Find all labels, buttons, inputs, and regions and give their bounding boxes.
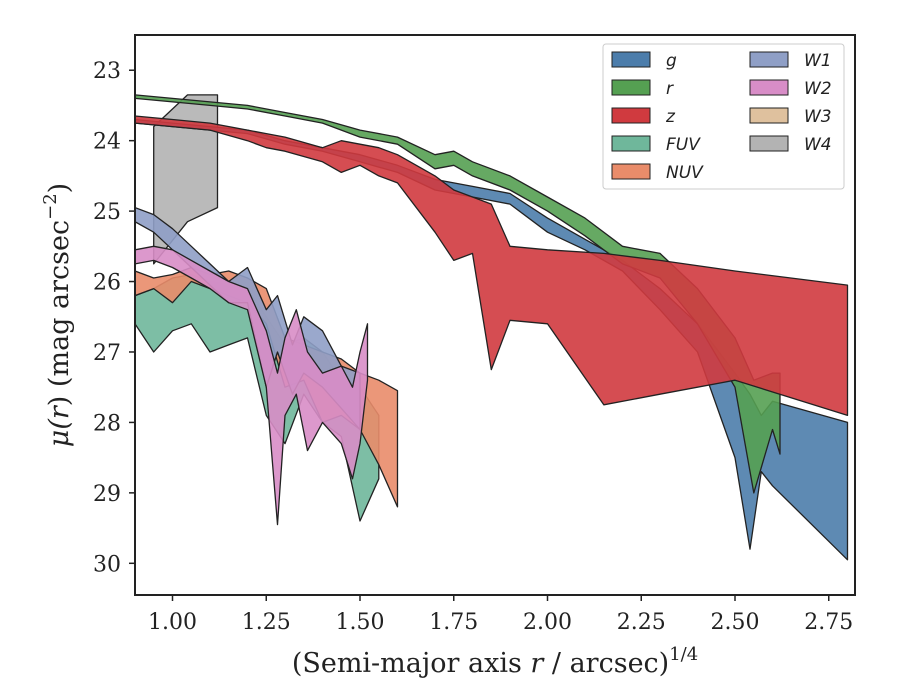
x-axis-title: (Semi-major axis r / arcsec)1/4 [292, 644, 698, 679]
legend-label-z: z [665, 107, 676, 127]
legend-swatch-z [611, 107, 651, 124]
y-tick-label: 28 [93, 411, 121, 436]
y-tick-label: 30 [93, 552, 121, 577]
legend-label-fuv: FUV [666, 135, 701, 155]
legend-swatch-nuv [611, 163, 651, 180]
legend-label-w2: W2 [804, 79, 832, 99]
y-tick-label: 25 [93, 200, 121, 225]
y-axis-title-exp: −2 [40, 193, 61, 220]
y-tick-label: 27 [93, 341, 121, 366]
legend-swatch-w2 [749, 79, 789, 96]
y-axis-title-var: r [44, 404, 75, 419]
legend-swatch-w1 [749, 51, 789, 68]
x-axis-title-mid: / arcsec) [543, 648, 669, 679]
y-tick-label: 24 [93, 130, 121, 155]
legend-label-r: r [666, 79, 674, 99]
y-axis-title-main: μ( [44, 418, 75, 448]
y-axis-title-end: ) [44, 183, 75, 194]
x-axis-title-var: r [530, 648, 545, 679]
axis-ticks: 1.00 1.25 1.50 1.75 2.00 2.25 2.50 2.75 23 24 25 26… [93, 59, 853, 635]
legend-label-w1: W1 [804, 51, 832, 71]
x-axis-title-exp: 1/4 [669, 644, 698, 665]
x-tick-label: 1.75 [429, 610, 478, 635]
x-tick-label: 2.75 [804, 610, 853, 635]
legend-label-w4: W4 [804, 135, 832, 155]
band-w2 [135, 245, 369, 526]
x-axis-title-main: (Semi-major axis [292, 648, 531, 679]
y-axis-title: μ(r) (mag arcsec−2) [40, 183, 75, 447]
x-tick-label: 1.25 [242, 610, 291, 635]
y-tick-label: 26 [93, 271, 121, 296]
legend: grz FUV NUV W1 W2 W3 W4 [602, 43, 845, 190]
legend-swatch-g [611, 51, 651, 68]
x-tick-label: 2.00 [523, 610, 572, 635]
legend-swatch-r [611, 79, 651, 96]
x-tick-label: 1.00 [148, 610, 197, 635]
x-tick-label: 2.50 [711, 610, 760, 635]
plot-frame [134, 34, 856, 596]
y-tick-label: 23 [93, 59, 121, 84]
y-axis-title-mid: ) (mag arcsec [44, 220, 75, 406]
legend-label-nuv: NUV [666, 163, 704, 183]
x-tick-label: 1.50 [336, 610, 385, 635]
legend-swatch-w3 [749, 107, 789, 124]
series-areas [135, 94, 849, 561]
y-tick-label: 29 [93, 482, 121, 507]
legend-label-g: g [666, 51, 677, 71]
legend-label-w3: W3 [804, 107, 832, 127]
band-z [135, 115, 849, 417]
x-tick-label: 2.25 [617, 610, 666, 635]
band-r [135, 94, 781, 494]
legend-swatch-w4 [749, 135, 789, 152]
band-w4 [153, 94, 219, 265]
legend-swatch-fuv [611, 135, 651, 152]
